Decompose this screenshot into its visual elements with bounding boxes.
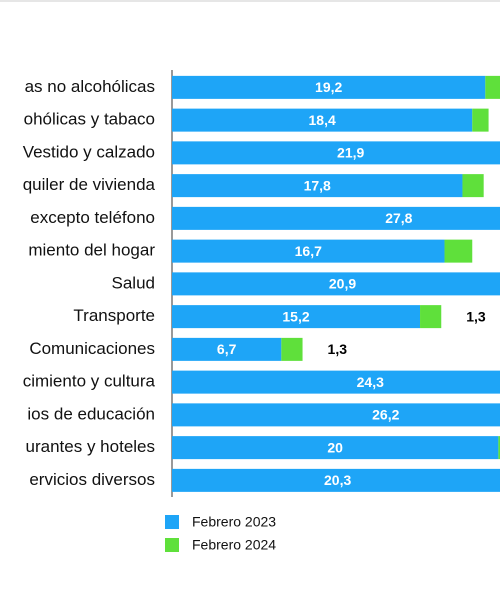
value-label: 18,4 (309, 112, 336, 128)
value-label: 20 (327, 439, 343, 455)
category-label: ios de educación (27, 404, 155, 423)
bar-segment (172, 305, 421, 329)
bar-segment (172, 75, 486, 99)
bar-segment (172, 174, 463, 198)
bar-segment (281, 337, 303, 361)
category-label: ohólicas y tabaco (24, 110, 155, 129)
bar-segment (472, 108, 489, 132)
legend-label: Febrero 2023 (192, 514, 276, 530)
category-label: Vestido y calzado (23, 142, 155, 161)
category-label: excepto teléfono (30, 208, 155, 227)
legend-swatch (165, 538, 179, 552)
value-label: 24,3 (357, 374, 384, 390)
bar-segment (172, 468, 500, 492)
legend-swatch (165, 515, 179, 529)
value-label: 16,7 (295, 243, 322, 259)
value-label: 17,8 (304, 177, 331, 193)
bar-segment (462, 174, 484, 198)
value-label: 1,3 (466, 308, 486, 324)
bar-segment (420, 305, 442, 329)
legend-label: Febrero 2024 (192, 537, 276, 553)
value-label: 6,7 (217, 341, 237, 357)
value-label: 19,2 (315, 79, 342, 95)
bar-segment (172, 436, 499, 460)
category-label: quiler de vivienda (23, 175, 156, 194)
value-label: 20,9 (329, 276, 356, 292)
category-label: urantes y hoteles (26, 437, 155, 456)
bar-segment (172, 108, 473, 132)
bar-segment (172, 141, 500, 165)
bar-segment (172, 206, 500, 230)
value-label: 27,8 (385, 210, 412, 226)
bar-segment (172, 370, 500, 394)
value-label: 15,2 (282, 308, 309, 324)
category-label: Comunicaciones (29, 339, 155, 358)
bar-segment (498, 436, 500, 460)
category-label: Salud (112, 273, 155, 292)
bar-segment (444, 239, 473, 263)
bar-segment (172, 239, 445, 263)
value-label: 1,3 (328, 341, 348, 357)
value-label: 20,3 (324, 472, 351, 488)
bar-segment (172, 403, 500, 427)
category-label: Transporte (73, 306, 155, 325)
category-label: cimiento y cultura (23, 372, 156, 391)
bar-segment (485, 75, 500, 99)
category-label: miento del hogar (28, 241, 155, 260)
value-label: 21,9 (337, 145, 364, 161)
category-label: as no alcohólicas (25, 77, 155, 96)
bar-segment (172, 337, 282, 361)
bar-segment (172, 272, 500, 296)
value-label: 26,2 (372, 407, 399, 423)
category-label: ervicios diversos (29, 470, 155, 489)
